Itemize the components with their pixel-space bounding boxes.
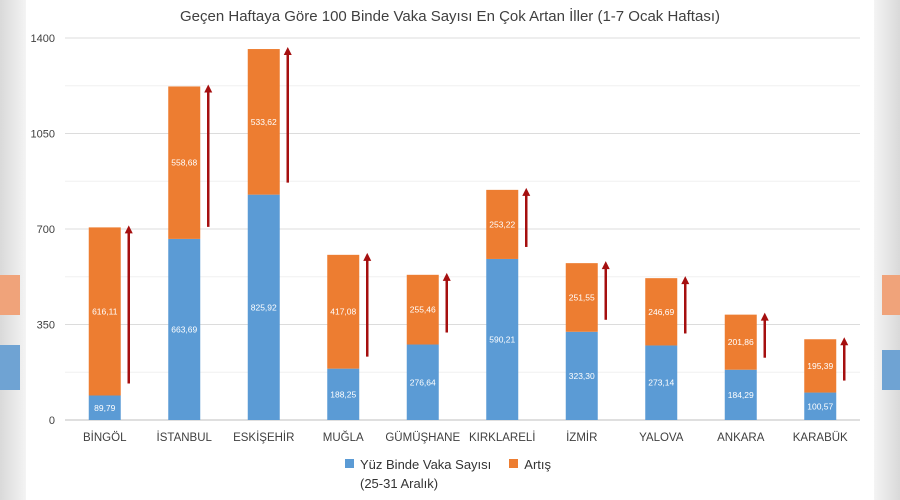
- data-label-cases: 188,25: [330, 389, 356, 399]
- increase-arrow-head: [840, 337, 849, 346]
- increase-arrow-head: [283, 47, 292, 56]
- y-tick-label: 350: [37, 320, 55, 332]
- bar-increase: [486, 189, 519, 259]
- x-tick-label: BİNGÖL: [83, 431, 127, 444]
- chart-legend: Yüz Binde Vaka Sayısı (25-31 Aralık) Art…: [345, 455, 551, 493]
- data-label-increase: 417,08: [330, 307, 356, 317]
- data-label-increase: 195,39: [807, 361, 833, 371]
- legend-swatch-increase: [509, 459, 519, 468]
- increase-arrow-head: [522, 187, 531, 196]
- x-tick-label: ANKARA: [717, 432, 765, 444]
- data-label-increase: 201,86: [728, 337, 754, 347]
- bar-cases: [486, 258, 519, 420]
- data-label-cases: 590,21: [489, 334, 515, 344]
- x-tick-label: İZMİR: [566, 431, 597, 444]
- bar-increase: [724, 314, 757, 370]
- data-label-cases: 323,30: [569, 371, 595, 381]
- data-label-cases: 100,57: [807, 401, 833, 411]
- bar-cases: [327, 368, 360, 420]
- increase-arrow-head: [442, 272, 451, 281]
- data-label-cases: 276,64: [410, 377, 436, 387]
- x-tick-label: YALOVA: [639, 432, 684, 444]
- x-tick-label: ESKİŞEHİR: [233, 431, 294, 444]
- legend-label-cases-period: (25-31 Aralık): [360, 476, 439, 491]
- bar-increase: [168, 86, 201, 239]
- data-label-cases: 89,79: [94, 403, 116, 413]
- data-label-increase: 616,11: [92, 306, 118, 316]
- data-label-increase: 533,62: [251, 117, 277, 127]
- legend-item-increase: Artış: [509, 455, 551, 493]
- data-label-increase: 253,22: [489, 219, 515, 229]
- data-label-increase: 251,55: [569, 292, 595, 302]
- increase-arrow-head: [204, 84, 213, 93]
- y-tick-label: 1400: [31, 33, 55, 45]
- x-tick-label: İSTANBUL: [157, 431, 213, 444]
- bar-cases: [565, 331, 598, 420]
- bar-cases: [247, 194, 280, 420]
- y-tick-label: 0: [49, 415, 55, 427]
- increase-arrow-head: [760, 312, 769, 321]
- x-tick-label: KIRKLARELİ: [469, 431, 535, 444]
- bar-increase: [247, 49, 280, 195]
- increase-arrow-head: [363, 252, 372, 261]
- data-label-cases: 273,14: [648, 378, 674, 388]
- legend-label-increase: Artış: [524, 457, 552, 472]
- legend-item-cases: Yüz Binde Vaka Sayısı (25-31 Aralık): [345, 455, 491, 493]
- bar-cases: [804, 392, 837, 420]
- data-label-cases: 184,29: [728, 390, 754, 400]
- x-tick-label: MUĞLA: [323, 431, 364, 444]
- increase-arrow-head: [681, 276, 690, 285]
- background-edge-left: [0, 0, 26, 500]
- bar-increase: [327, 254, 360, 369]
- bar-cases: [406, 344, 439, 420]
- increase-arrow-head: [124, 225, 133, 234]
- bar-increase: [406, 274, 439, 345]
- background-edge-right: [874, 0, 900, 500]
- y-tick-label: 700: [37, 224, 55, 236]
- legend-label-cases: Yüz Binde Vaka Sayısı: [360, 457, 492, 472]
- bar-cases: [88, 395, 121, 420]
- x-tick-label: GÜMÜŞHANE: [385, 432, 460, 444]
- bar-increase: [565, 263, 598, 332]
- bar-increase: [804, 339, 837, 393]
- data-label-cases: 825,92: [251, 302, 277, 312]
- data-label-increase: 558,68: [171, 158, 197, 168]
- y-tick-label: 1050: [31, 129, 55, 141]
- x-tick-label: KARABÜK: [793, 432, 848, 444]
- bar-cases: [168, 238, 201, 420]
- bar-increase: [645, 278, 678, 346]
- chart-title: Geçen Haftaya Göre 100 Binde Vaka Sayısı…: [180, 8, 720, 25]
- legend-swatch-cases: [345, 459, 354, 468]
- data-label-cases: 663,69: [171, 324, 197, 334]
- data-label-increase: 246,69: [648, 307, 674, 317]
- bar-cases: [645, 345, 678, 420]
- bar-increase: [88, 227, 121, 396]
- data-label-increase: 255,46: [410, 305, 436, 315]
- increase-arrow-head: [601, 261, 610, 270]
- bar-cases: [724, 369, 757, 420]
